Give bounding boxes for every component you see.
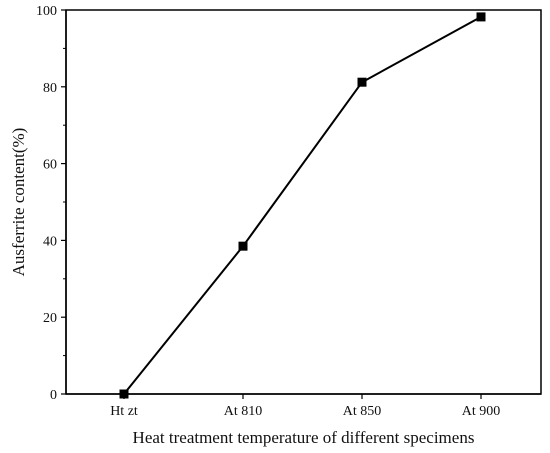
x-tick-label: At 850 [343,404,382,419]
labels-layer: Heat treatment temperature of different … [9,128,474,447]
y-tick-label: 60 [43,158,57,173]
axes-layer [65,9,542,395]
y-axis-title: Ausferrite content(%) [9,128,28,277]
series-line [123,16,482,395]
series-layer [119,12,486,399]
x-tick-label: At 900 [462,404,501,419]
y-tick-label: 100 [36,4,57,19]
y-tick-label: 80 [43,81,57,96]
ticks-layer: 0 20 40 60 80 100 Ht zt At 810 At 850 At 900 [36,4,500,419]
y-tick-label: 20 [43,311,57,326]
y-tick-label: 0 [50,388,57,403]
data-point-marker [119,389,129,399]
x-axis-title: Heat treatment temperature of different … [133,428,475,447]
x-tick-label: At 810 [224,404,263,419]
data-point-marker [476,12,486,22]
plot-frame [65,9,542,395]
y-tick-label: 40 [43,234,57,249]
data-point-marker [238,241,248,251]
x-tick-label: Ht zt [110,404,138,419]
data-point-marker [357,77,367,87]
